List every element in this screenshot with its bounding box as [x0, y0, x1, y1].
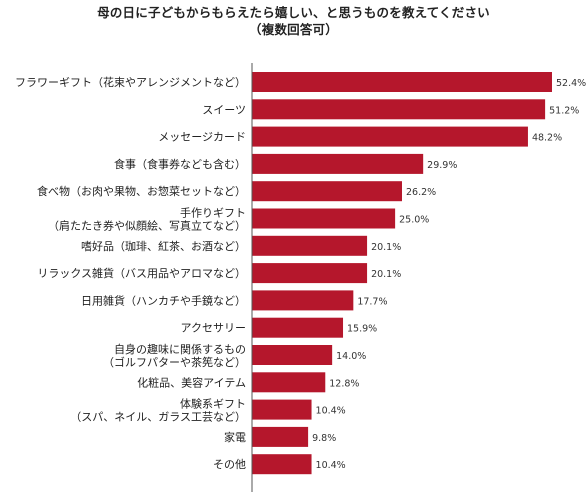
bar — [252, 181, 402, 202]
bar — [252, 345, 333, 365]
bar — [252, 208, 396, 229]
category-label: 化粧品、美容アイテム — [137, 375, 246, 389]
category-label: フラワーギフト（花束やアレンジメントなど） — [15, 76, 246, 89]
bar — [252, 372, 326, 393]
data-label: 26.2% — [406, 187, 436, 198]
category-label: （スパ、ネイル、ガラス工芸など） — [70, 411, 246, 424]
category-label: 食事（食事券なども含む） — [114, 157, 246, 171]
category-label: その他 — [213, 458, 246, 471]
data-label: 12.8% — [329, 378, 359, 389]
data-label: 17.7% — [357, 296, 387, 307]
bar — [252, 153, 424, 174]
bar — [252, 426, 309, 447]
data-label: 14.0% — [336, 351, 366, 362]
data-label: 20.1% — [371, 242, 401, 253]
data-label: 9.8% — [312, 433, 336, 444]
chart-subtitle: （複数回答可） — [249, 22, 338, 37]
category-label: （ゴルフパターや茶筅など） — [103, 355, 246, 369]
category-label: 家電 — [224, 430, 246, 444]
chart-title: 母の日に子どもからもらえたら嬉しい、と思うものを教えてください — [97, 5, 490, 20]
data-label: 10.4% — [316, 406, 346, 417]
data-label: 10.4% — [316, 460, 346, 471]
data-label: 25.0% — [399, 215, 429, 226]
data-label: 51.2% — [549, 105, 579, 116]
data-label: 15.9% — [347, 324, 377, 335]
bar — [252, 454, 312, 475]
category-label: リラックス雑貨（バス用品やアロマなど） — [37, 266, 246, 280]
category-label: 日用雑貨（ハンカチや手鏡など） — [81, 293, 246, 307]
data-label: 29.9% — [427, 160, 457, 171]
category-label: 手作りギフト — [180, 206, 246, 220]
category-label: スイーツ — [202, 103, 246, 116]
category-label: 食べ物（お肉や果物、お惣菜セットなど） — [37, 184, 246, 198]
bar — [252, 399, 312, 420]
category-label: 体験系ギフト — [180, 397, 246, 411]
category-label: メッセージカード — [158, 131, 246, 144]
category-label: アクセサリー — [181, 322, 246, 335]
bar — [252, 290, 354, 311]
bar — [252, 126, 528, 147]
data-label: 48.2% — [532, 133, 562, 144]
category-label: 自身の趣味に関係するもの — [114, 342, 246, 356]
category-label: 嗜好品（珈琲、紅茶、お酒など） — [81, 239, 246, 253]
bar — [252, 235, 368, 256]
category-label: （肩たたき券や似顔絵、写真立てなど） — [48, 219, 246, 233]
bar — [252, 317, 344, 338]
data-label: 52.4% — [556, 78, 586, 89]
bar — [252, 263, 368, 284]
bar — [252, 99, 546, 120]
data-label: 20.1% — [371, 269, 401, 280]
bar — [252, 72, 552, 92]
